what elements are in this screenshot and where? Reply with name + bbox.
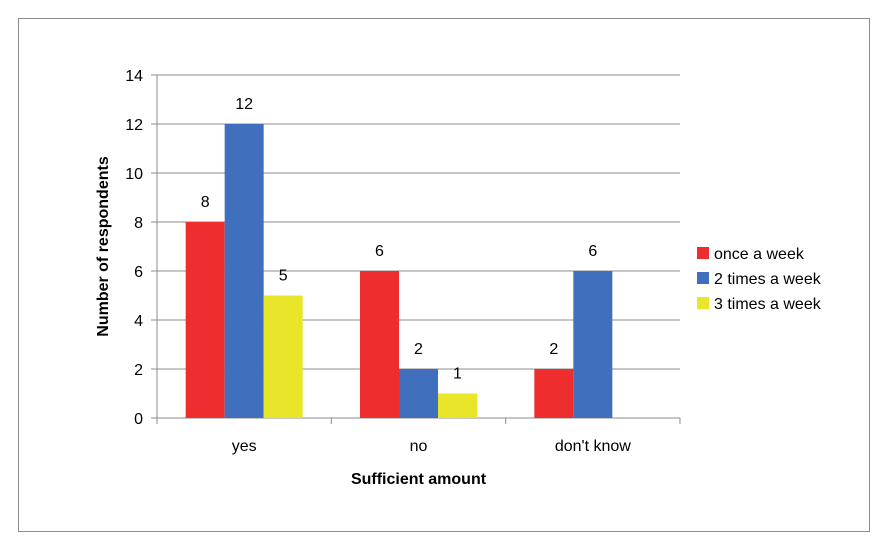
data-label: 12 <box>235 96 253 113</box>
bar <box>224 124 264 418</box>
data-label: 5 <box>279 268 288 285</box>
y-tick-label: 6 <box>134 264 143 281</box>
y-tick-label: 2 <box>134 362 143 379</box>
legend-swatch <box>697 297 709 309</box>
bar <box>360 271 399 418</box>
bar <box>534 369 574 418</box>
legend: once a week 2 times a week 3 times a week <box>697 246 822 313</box>
x-tick-label: no <box>410 438 428 455</box>
bar <box>399 369 438 418</box>
chart-frame <box>18 18 870 532</box>
x-axis: yes no don't know <box>156 417 681 455</box>
y-tick-label: 12 <box>125 117 143 134</box>
y-tick-label: 0 <box>134 411 143 428</box>
x-tick-label: yes <box>232 438 257 455</box>
legend-label: 3 times a week <box>714 296 822 313</box>
y-tick-label: 10 <box>125 166 143 183</box>
data-label: 2 <box>414 341 423 358</box>
y-axis: 0 2 4 6 8 10 12 14 <box>125 68 158 428</box>
y-tick-label: 14 <box>125 68 143 85</box>
bar <box>263 295 303 418</box>
bar <box>438 393 477 418</box>
bar <box>185 222 225 418</box>
bars <box>185 124 613 418</box>
data-label: 2 <box>549 341 558 358</box>
y-tick-label: 4 <box>134 313 143 330</box>
y-tick-label: 8 <box>134 215 143 232</box>
bar <box>573 271 613 418</box>
legend-swatch <box>697 247 709 259</box>
y-axis-title: Number of respondents <box>95 156 112 337</box>
data-label: 1 <box>453 366 462 383</box>
legend-label: 2 times a week <box>714 271 822 288</box>
legend-swatch <box>697 272 709 284</box>
data-label: 6 <box>588 243 597 260</box>
data-label: 6 <box>375 243 384 260</box>
x-axis-title: Sufficient amount <box>351 471 487 488</box>
legend-label: once a week <box>714 246 805 263</box>
data-label: 8 <box>201 194 210 211</box>
x-tick-label: don't know <box>555 438 631 455</box>
